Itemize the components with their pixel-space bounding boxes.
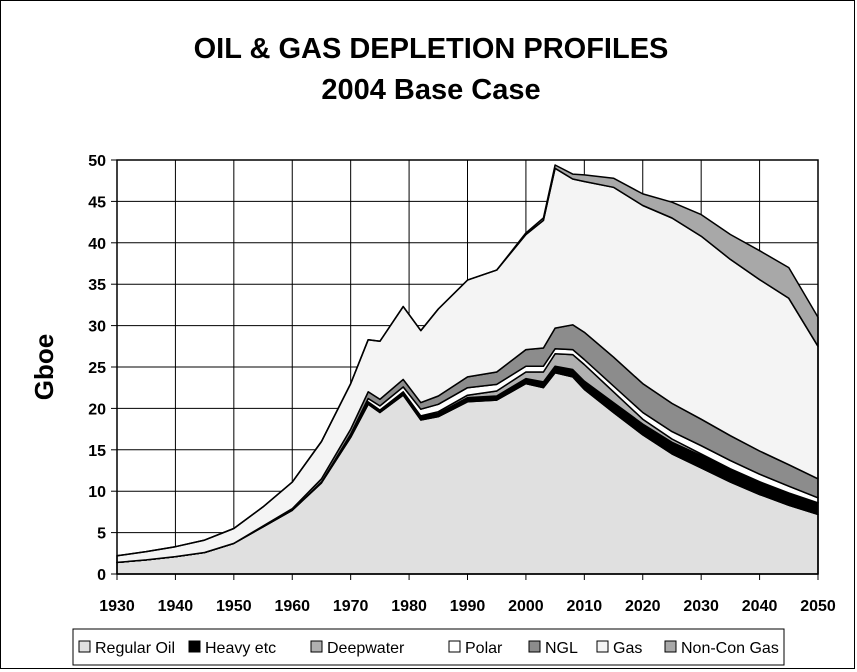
y-tick-label-35: 35 [88, 277, 106, 294]
y-tick-label-5: 5 [97, 526, 106, 543]
x-tick-label-1990: 1990 [450, 598, 486, 615]
legend: Regular Oil Heavy etc Deepwater Polar NGL Gas… [78, 640, 779, 657]
x-tick-label-2030: 2030 [683, 598, 719, 615]
legend-box [72, 628, 785, 666]
legend-label-regular-oil: Regular Oil [95, 640, 175, 657]
x-tick-label-1940: 1940 [158, 598, 194, 615]
y-tick-label-40: 40 [88, 236, 106, 253]
y-tick-label-50: 50 [88, 153, 106, 170]
y-tick-label-15: 15 [88, 443, 106, 460]
legend-swatch-non-con-gas [664, 640, 677, 653]
y-tick-label-20: 20 [88, 401, 106, 418]
legend-swatch-regular-oil [78, 640, 91, 653]
axes [111, 159, 819, 580]
y-tick-label-10: 10 [88, 484, 106, 501]
y-tick-label-0: 0 [97, 567, 106, 584]
x-tick-label-2040: 2040 [742, 598, 778, 615]
legend-label-heavy-etc: Heavy etc [205, 640, 276, 657]
legend-swatch-gas [596, 640, 609, 653]
legend-swatch-polar [448, 640, 461, 653]
legend-label-ngl: NGL [545, 640, 578, 657]
tick-labels: 1930 1940 1950 1960 1970 1980 1990 2000 2010 2020… [88, 153, 836, 615]
x-tick-label-1960: 1960 [274, 598, 310, 615]
chart-title: OIL & GAS DEPLETION PROFILES [194, 33, 669, 65]
x-tick-label-1930: 1930 [99, 598, 135, 615]
y-axis-title: Gboe [29, 334, 59, 400]
x-tick-label-1950: 1950 [216, 598, 252, 615]
legend-label-polar: Polar [465, 640, 503, 657]
x-tick-label-2010: 2010 [567, 598, 603, 615]
y-tick-label-25: 25 [88, 360, 106, 377]
legend-label-non-con-gas: Non-Con Gas [681, 640, 779, 657]
legend-label-gas: Gas [613, 640, 642, 657]
legend-label-deepwater: Deepwater [327, 640, 405, 657]
y-tick-label-45: 45 [88, 194, 106, 211]
legend-swatch-heavy-etc [188, 640, 201, 653]
x-tick-label-2020: 2020 [625, 598, 661, 615]
x-tick-label-2050: 2050 [800, 598, 836, 615]
x-tick-label-1980: 1980 [391, 598, 427, 615]
legend-swatch-deepwater [310, 640, 323, 653]
y-tick-label-30: 30 [88, 319, 106, 336]
x-tick-label-1970: 1970 [333, 598, 369, 615]
x-tick-label-2000: 2000 [508, 598, 544, 615]
legend-swatch-ngl [528, 640, 541, 653]
chart-subtitle: 2004 Base Case [321, 74, 540, 106]
